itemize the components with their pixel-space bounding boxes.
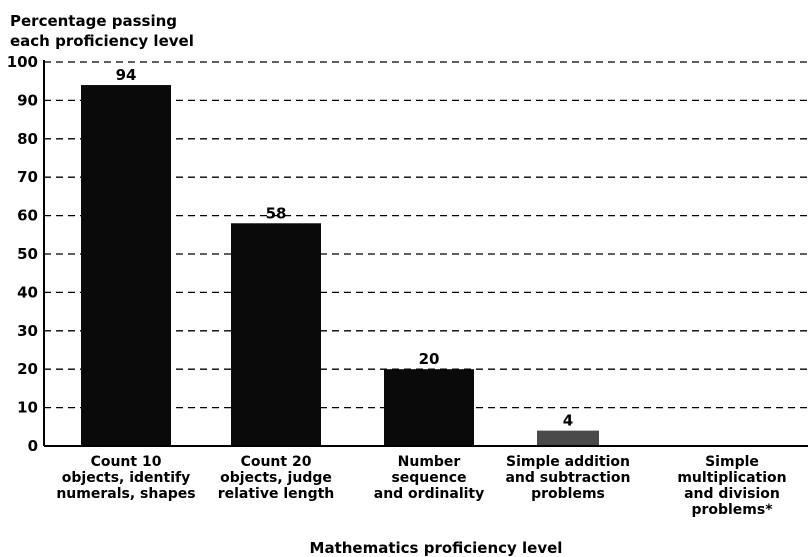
category-label: Number sequence and ordinality — [374, 454, 484, 502]
y-tick-label: 30 — [17, 322, 38, 340]
y-tick-label: 70 — [17, 168, 38, 186]
y-tick-label: 60 — [17, 207, 38, 225]
y-tick-label: 50 — [17, 245, 38, 263]
category-label: Count 20 objects, judge relative length — [218, 454, 335, 502]
category-label: Count 10 objects, identify numerals, shape… — [56, 454, 195, 502]
value-labels: 94 58 20 4 — [116, 66, 574, 430]
value-label: 94 — [116, 66, 137, 84]
bar — [231, 223, 321, 446]
y-tick-label: 90 — [17, 91, 38, 109]
y-axis-title: Percentage passing each proficiency level — [10, 12, 194, 50]
bar — [81, 85, 171, 446]
value-label: 20 — [419, 350, 440, 368]
category-label: Simple addition and subtraction problems — [505, 454, 630, 502]
value-label: 4 — [563, 412, 573, 430]
y-tick-label: 80 — [17, 130, 38, 148]
y-tick-labels: 0 10 20 30 40 50 60 70 80 90 100 — [7, 53, 38, 455]
gridlines — [44, 61, 808, 409]
y-tick-label: 10 — [17, 399, 38, 417]
y-tick-label: 0 — [28, 437, 38, 455]
y-tick-label: 100 — [7, 53, 38, 71]
category-label: Simple multiplication and division problems… — [677, 454, 786, 518]
bars — [81, 85, 599, 446]
x-axis-title: Mathematics proficiency level — [310, 539, 563, 557]
y-tick-label: 40 — [17, 283, 38, 301]
category-labels: Count 10 objects, identify numerals, shape… — [56, 454, 786, 518]
y-tick-label: 20 — [17, 360, 38, 378]
bar — [537, 430, 599, 446]
value-label: 58 — [266, 204, 287, 222]
bar — [384, 369, 474, 446]
axes — [43, 60, 808, 447]
